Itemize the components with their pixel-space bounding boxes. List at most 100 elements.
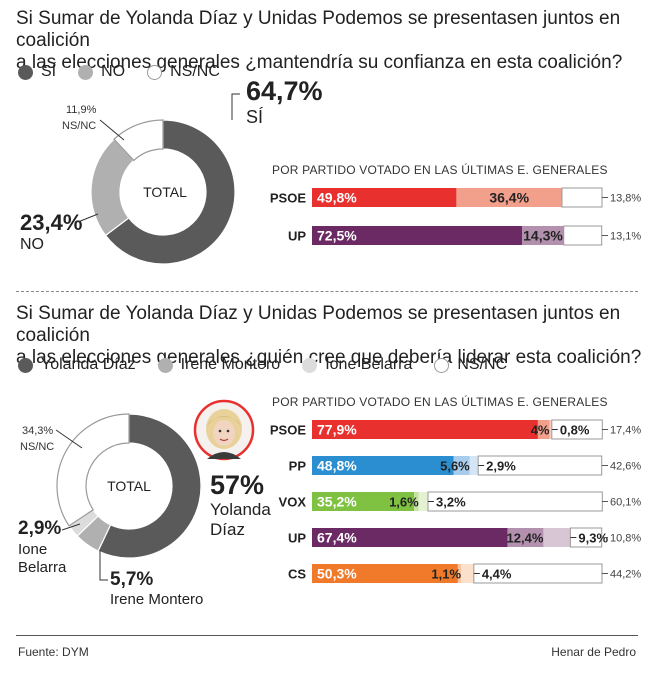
bars-1-subtitle: POR PARTIDO VOTADO EN LAS ÚLTIMAS E. GEN… [272, 163, 608, 177]
donut-2-ione-pct: 2,9% [18, 518, 62, 539]
donut-chart-2 [56, 413, 202, 559]
bars-1-value-label: 14,3% [523, 228, 563, 244]
donut-1-si-pct: 64,7% [246, 76, 323, 106]
question-1-line-2: a las elecciones generales ¿mantendría s… [16, 52, 623, 73]
legend-label: SÍ [41, 63, 57, 80]
bars-2-bar-vox-s1 [414, 492, 419, 511]
bars-1-bar-psoe-s2 [561, 187, 603, 208]
bars-2-bar-psoe-s0 [312, 420, 538, 439]
bars-2-bar-up-s2 [543, 528, 571, 547]
bars-1-value-label: 49,8% [317, 190, 357, 206]
donut-1-slice-s- [104, 119, 236, 265]
legend-2-item-irene: Irene Montero [157, 356, 281, 374]
bars-2-bar-pp-s3 [477, 455, 603, 476]
stacked-bars-2: PSOE 77,9% 4% 0,8% 17,4% PP 48,8% 5,6% 2,9% 42,6%… [270, 419, 641, 584]
bars-2-bar-vox-s2 [418, 492, 428, 511]
bars-1-rest-label: 13,1% [610, 231, 641, 243]
bars-2-bar-pp-s0 [312, 456, 454, 475]
bars-2-bar-up-s1 [507, 528, 544, 547]
bars-2-rest-label: 42,6% [610, 461, 641, 473]
bars-2-value-label: 1,6% [389, 495, 419, 510]
legend-label: Irene Montero [180, 356, 281, 373]
bars-2-value-label: 50,3% [317, 566, 357, 582]
bars-2-subtitle: POR PARTIDO VOTADO EN LAS ÚLTIMAS E. GEN… [272, 395, 608, 409]
bars-2-rest-label: 17,4% [610, 425, 641, 437]
bars-2-value-label: 77,9% [317, 422, 357, 438]
bars-2-rest-label: 44,2% [610, 569, 641, 581]
legend-2-item-ione: Ione Belarra [302, 356, 412, 374]
bars-1-bar-up-s0 [312, 226, 523, 245]
bars-2-bar-vox-s0 [312, 492, 415, 511]
bars-2-bar-cs-s2 [461, 564, 474, 583]
donut-chart-1 [90, 119, 236, 265]
bars-1-row-label: UP [288, 229, 306, 244]
donut-2-leader-lines [55, 429, 108, 581]
bars-2-value-label: 48,8% [317, 458, 357, 474]
legend-label: NO [101, 63, 126, 80]
legend-2: Yolanda Díaz Irene Montero Ione Belarra … [18, 356, 529, 374]
bars-2-row-label: PSOE [270, 423, 306, 438]
legend-2-item-yolanda: Yolanda Díaz [18, 356, 136, 374]
footer-rule [16, 635, 638, 636]
donut-2-ione-label-2: Belarra [18, 559, 67, 576]
bars-1-value-label: 36,4% [489, 190, 529, 206]
bars-2-bar-cs-s0 [312, 564, 458, 583]
bars-2-bar-psoe-s1 [537, 420, 550, 439]
donut-2-nsnc-pct: 34,3% [22, 425, 54, 437]
bars-1-bar-up-s2 [563, 225, 603, 246]
bars-2-value-label: 4,4% [482, 567, 512, 582]
legend-empty-dot-icon [434, 357, 450, 373]
donut-1-leader-lines [77, 93, 240, 223]
bars-2-value-label: 35,2% [317, 494, 357, 510]
legend-2-item-nsnc: NS/NC [434, 356, 507, 374]
legend-label: Yolanda Díaz [41, 356, 136, 373]
bars-2-value-label: 1,1% [431, 567, 461, 582]
legend-light-dot-icon [302, 357, 318, 373]
legend-1: SÍ NO NS/NC [18, 63, 242, 81]
footer-source: Fuente: DYM [18, 645, 89, 659]
bars-2-bar-up-s0 [312, 528, 508, 547]
legend-1-item-nsnc: NS/NC [147, 63, 220, 81]
bars-2-value-label: 9,3% [578, 531, 608, 546]
bars-2-rest-label: 60,1% [610, 497, 641, 509]
legend-1-item-si: SÍ [18, 63, 56, 81]
legend-empty-dot-icon [147, 64, 163, 80]
footer-author: Henar de Pedro [551, 645, 636, 659]
legend-label: NS/NC [170, 63, 220, 80]
donut-2-center-label: TOTAL [107, 478, 151, 494]
donut-1-no-pct: 23,4% [20, 210, 83, 235]
donut-2-yolanda-pct: 57% [210, 470, 265, 500]
yolanda-diaz-avatar-icon [193, 399, 255, 461]
bars-2-bar-cs-s1 [457, 564, 462, 583]
bars-2-bar-pp-s1 [453, 456, 470, 475]
bars-1-bar-psoe-s1 [456, 188, 562, 207]
stacked-bars-1: PSOE 49,8% 36,4% 13,8% UP 72,5% 14,3% 13,1% [270, 187, 641, 246]
question-1: Si Sumar de Yolanda Díaz y Unidas Podemo… [16, 8, 646, 74]
donut-1-slice-ns-nc [113, 119, 164, 162]
legend-dark-dot-icon [18, 64, 33, 80]
legend-1-item-no: NO [78, 63, 125, 81]
bars-2-row-label: VOX [279, 495, 307, 510]
donut-1-no-label: NO [20, 236, 44, 253]
donut-2-irene-pct: 5,7% [110, 569, 154, 590]
donut-1-nsnc-pct: 11,9% [66, 104, 97, 116]
bars-1-bar-up-s1 [522, 226, 564, 245]
bars-2-value-label: 5,6% [440, 459, 470, 474]
legend-dark-dot-icon [18, 357, 33, 373]
bars-2-rest-label: 10,8% [610, 533, 641, 545]
question-2-line-1: Si Sumar de Yolanda Díaz y Unidas Podemo… [16, 303, 621, 346]
donut-1-center-label: TOTAL [143, 184, 187, 200]
section-divider [16, 291, 638, 292]
donut-2-yolanda-label-2: Díaz [210, 520, 245, 539]
question-1-line-1: Si Sumar de Yolanda Díaz y Unidas Podemo… [16, 8, 621, 51]
bars-2-value-label: 0,8% [560, 423, 590, 438]
legend-label: NS/NC [457, 356, 508, 373]
donut-2-ione-label-1: Ione [18, 541, 48, 558]
legend-mid-dot-icon [78, 64, 94, 80]
bars-1-value-label: 72,5% [317, 228, 357, 244]
bars-2-bar-pp-s2 [469, 456, 479, 475]
donut-2-nsnc-label: NS/NC [20, 441, 55, 453]
donut-2-slice-yolanda-d-az [97, 413, 202, 559]
bars-2-value-label: 4% [531, 423, 550, 438]
bars-2-value-label: 12,4% [507, 531, 544, 546]
